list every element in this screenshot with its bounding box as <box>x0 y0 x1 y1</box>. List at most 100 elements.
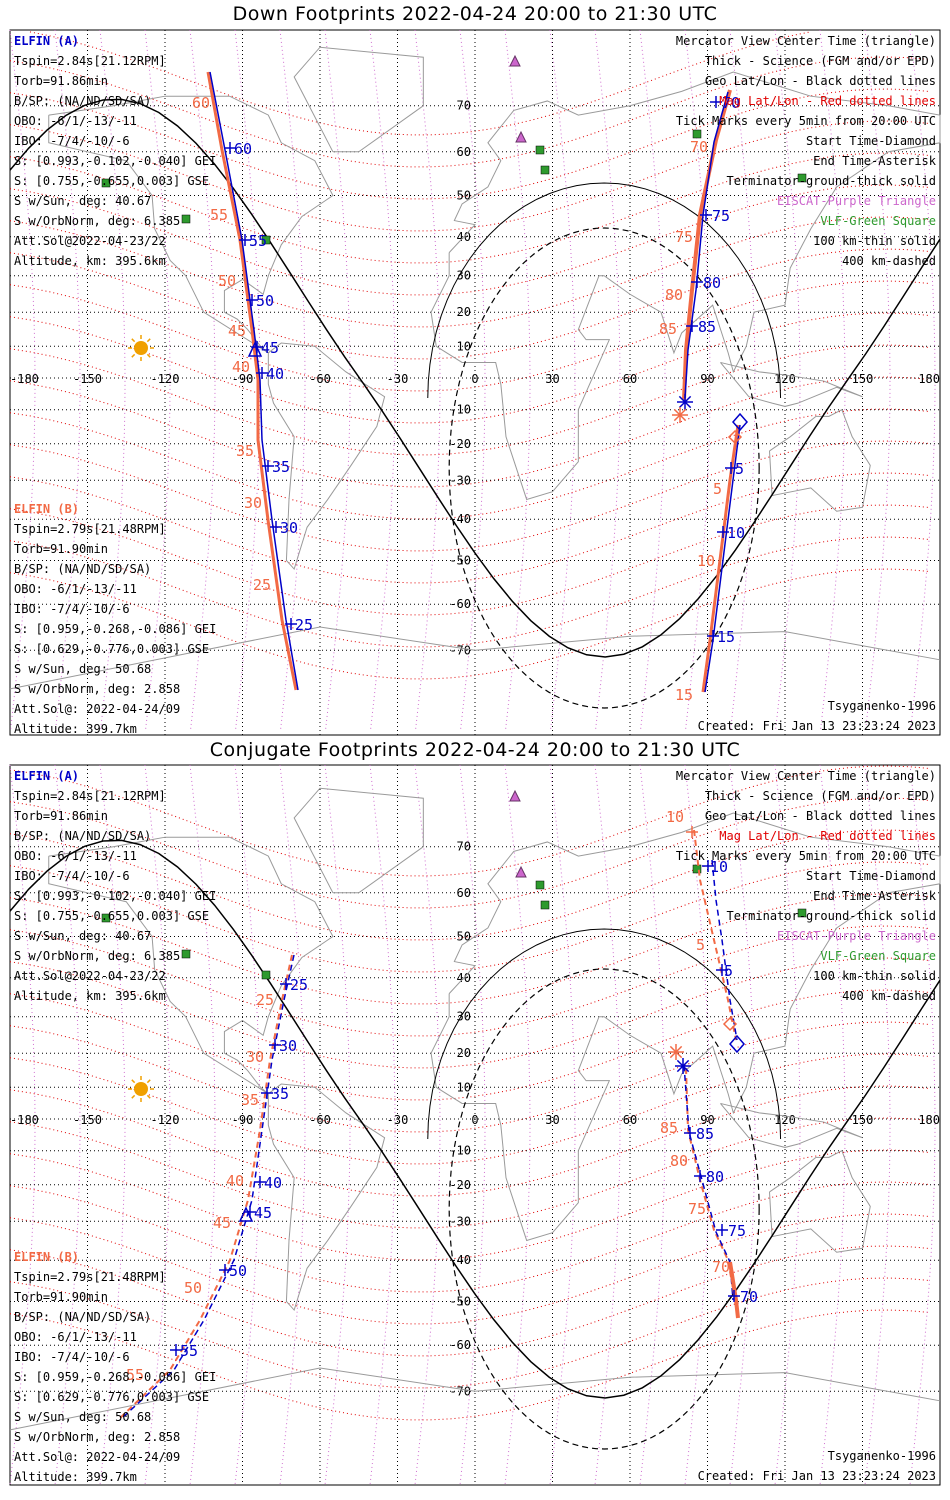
stations <box>101 789 807 980</box>
elfin-a-info-line: Altitude, km: 395.6km <box>14 989 166 1003</box>
mag-lat-line <box>9 536 931 648</box>
lat-tick-label: 60 <box>457 886 471 900</box>
legend-line: Geo Lat/Lon - Black dotted lines <box>705 74 936 88</box>
lon-tick-label: -120 <box>151 372 180 386</box>
mag-lon-line <box>234 29 261 731</box>
elfin-b-info-line: OBO: -6/1/-13/-11 <box>14 582 137 596</box>
elfin-a-track-pass2 <box>684 91 729 399</box>
elfin-b-info-line: S: [0.959,-0.268,-0.086] GEI <box>14 1370 216 1384</box>
elfin-a-tick-label: 35 <box>271 1085 289 1103</box>
lat-tick-label: -10 <box>449 403 471 417</box>
mag-lat-line <box>9 765 931 877</box>
lat-tick-label: -10 <box>449 1144 471 1158</box>
elfin-b-info-line: Tspin=2.79s[21.48RPM] <box>14 1270 166 1284</box>
elfin-b-info-line: S w/Sun, deg: 50.68 <box>14 662 151 676</box>
vlf-square <box>797 908 807 918</box>
elfin-b-info-line: S: [0.629,-0.776,0.003] GSE <box>14 642 209 656</box>
elfin-a-tick-label: 55 <box>249 232 267 250</box>
mag-lon-line <box>684 764 711 1486</box>
mag-lat-line <box>9 1277 931 1389</box>
elfin-a-tick-label: 55 <box>180 1342 198 1360</box>
eurasia-africa-outline <box>430 812 941 1242</box>
mag-lat-line <box>9 280 931 392</box>
vlf-square <box>535 145 545 155</box>
lat-tick-label: 60 <box>457 145 471 159</box>
mag-lon-line <box>234 764 261 1486</box>
lon-tick-label: 60 <box>623 372 637 386</box>
elfin-a-tick-label: 75 <box>728 1222 746 1240</box>
elfin-a-info-line: OBO: -6/1/-13/-11 <box>14 114 137 128</box>
elfin-b-info-line: S w/OrbNorm, deg: 2.858 <box>14 682 180 696</box>
legend-line: Geo Lat/Lon - Black dotted lines <box>705 809 936 823</box>
vlf-square <box>261 235 271 245</box>
elfin-b-header: ELFIN (B) <box>14 502 79 516</box>
elfin-b-tick-label: 5 <box>713 480 722 498</box>
lat-tick-label: -20 <box>449 437 471 451</box>
lon-tick-label: 150 <box>852 372 874 386</box>
eiscat-triangle <box>509 54 521 67</box>
elfin-b-info-line: Att.Sol@: 2022-04-24/09 <box>14 702 180 716</box>
legend-line: Terminator-ground-thick solid <box>726 909 936 923</box>
mag-lon-line <box>99 29 126 731</box>
elfin-a-info-line: S w/Sun, deg: 40.67 <box>14 194 151 208</box>
model-label: Tsyganenko-1996 <box>828 699 936 713</box>
lon-tick-label: -180 <box>10 1113 39 1127</box>
elfin-a-tick-label: 75 <box>712 207 730 225</box>
start-time-diamond-a-conj <box>729 1034 745 1054</box>
lon-tick-label: 0 <box>471 1113 478 1127</box>
mag-lat-line <box>9 1053 931 1165</box>
elfin-a-tick-label: 45 <box>254 1204 272 1222</box>
elfin-b-tick-label: 80 <box>670 1152 688 1170</box>
sun-ray <box>131 1079 136 1084</box>
mag-lat-line <box>9 376 931 488</box>
lat-tick-label: -50 <box>449 1295 471 1309</box>
legend-line: Thick - Science (FGM and/or EPD) <box>705 54 936 68</box>
antarctica-outline <box>9 1367 941 1431</box>
elfin-a-info-line: S: [0.755,-0.655,0.003] GSE <box>14 909 209 923</box>
mag-lat-line <box>9 88 931 200</box>
lat-tick-label: 30 <box>457 1010 471 1024</box>
lat-tick-label: -60 <box>449 1338 471 1352</box>
mag-lat-line <box>9 56 931 168</box>
mag-lon-line <box>684 29 711 731</box>
view-center-triangle-a <box>247 341 263 357</box>
panel-title-conjugate: Conjugate Footprints 2022-04-24 20:00 to… <box>209 739 741 761</box>
elfin-b-tick-label: 25 <box>253 576 271 594</box>
elfin-a-header: ELFIN (A) <box>14 34 79 48</box>
elfin-a-info-line: S: [0.993,-0.102,-0.040] GEI <box>14 889 216 903</box>
mag-lat-line <box>9 1117 931 1229</box>
elfin-b-track-pass1 <box>206 71 298 691</box>
sun-ray <box>131 1094 136 1099</box>
mag-lat-line <box>9 893 931 1005</box>
lon-tick-label: -150 <box>73 1113 102 1127</box>
lon-tick-label: -90 <box>232 372 254 386</box>
mag-lon-line <box>819 29 846 731</box>
mag-lat-line <box>9 1309 931 1421</box>
lon-tick-label: -150 <box>73 372 102 386</box>
elfin-b-tick-label: 40 <box>232 358 250 376</box>
legend-line: 100 km-thin solid <box>813 969 936 983</box>
elfin-a-track-pass1 <box>209 71 299 691</box>
elfin-a-header: ELFIN (A) <box>14 769 79 783</box>
lon-tick-label: 180 <box>918 1113 940 1127</box>
elfin-b-info-line: Altitude: 399.7km <box>14 1470 137 1484</box>
vlf-square <box>101 913 111 923</box>
legend-line: EISCAT-Purple Triangle <box>777 929 936 943</box>
eiscat-triangle <box>509 789 521 802</box>
elfin-a-info-line: Tspin=2.84s[21.12RPM] <box>14 789 166 803</box>
geo-grid: 70605040302010-10-20-30-40-50-60-70-180-… <box>10 30 940 735</box>
mag-lon-line <box>54 764 81 1486</box>
elfin-b-tick-label: 45 <box>213 1214 231 1232</box>
elfin-b-track-pass3 <box>701 424 740 693</box>
elfin-b-header: ELFIN (B) <box>14 1250 79 1264</box>
mag-lat-line <box>9 408 931 520</box>
legend-line: VLF-Green Square <box>820 214 936 228</box>
lon-tick-label: 60 <box>623 1113 637 1127</box>
terminator-ground-line <box>9 98 941 658</box>
mag-lon-line <box>594 29 621 731</box>
mag-lat-line <box>9 989 931 1101</box>
elfin-b-tick-label: 60 <box>192 94 210 112</box>
mag-lon-line <box>324 764 351 1486</box>
footprint-100km-line <box>427 928 782 1140</box>
elfin-a-tick-label: 80 <box>706 1168 724 1186</box>
